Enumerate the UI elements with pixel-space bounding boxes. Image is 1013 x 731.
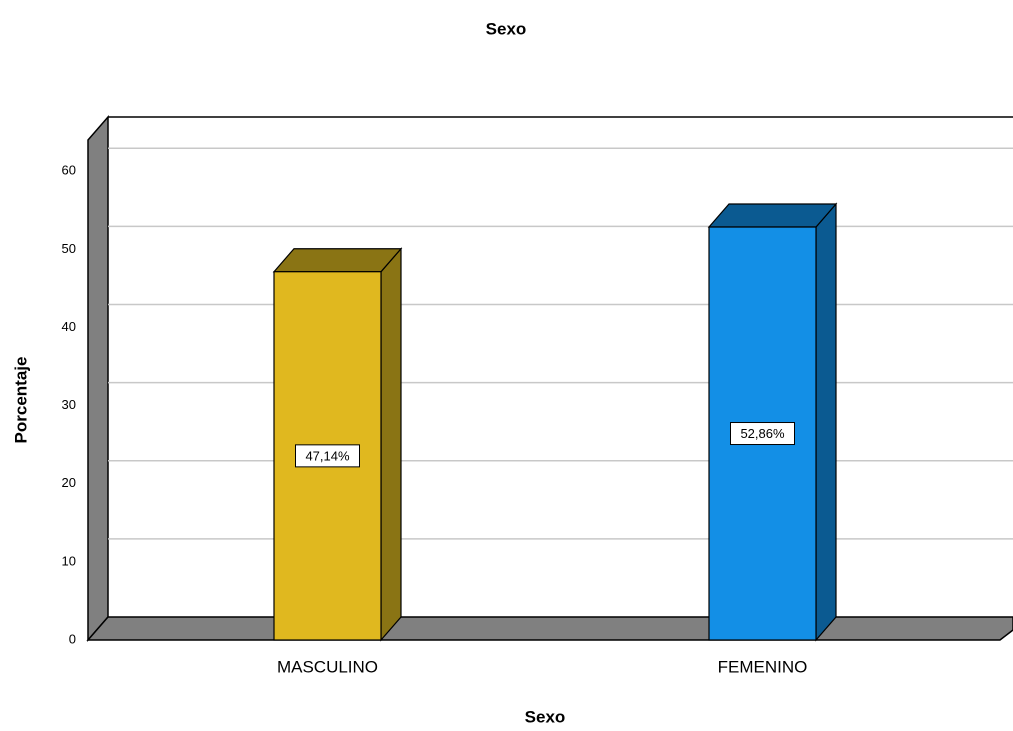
y-tick-label: 50 (62, 241, 76, 256)
y-tick-label: 0 (69, 631, 76, 646)
left-wall (87, 114, 109, 643)
bar-top (272, 248, 403, 273)
x-axis-label: Sexo (525, 707, 566, 726)
x-tick-label: FEMENINO (718, 657, 808, 676)
y-axis-label: Porcentaje (11, 357, 30, 444)
value-label-box (295, 444, 360, 468)
value-label-box (730, 422, 795, 446)
bar-side (815, 202, 837, 642)
floor (86, 616, 1013, 641)
y-tick-label: 40 (62, 319, 76, 334)
y-tick-label: 60 (62, 163, 76, 178)
chart-title: Sexo (486, 19, 527, 38)
value-label: 47,14% (305, 448, 350, 463)
y-tick-label: 30 (62, 397, 76, 412)
bar-top (707, 203, 838, 228)
value-label: 52,86% (740, 426, 785, 441)
y-tick-label: 20 (62, 475, 76, 490)
x-tick-label: MASCULINO (277, 657, 378, 676)
y-tick-label: 10 (62, 553, 76, 568)
bar-side (380, 247, 402, 642)
